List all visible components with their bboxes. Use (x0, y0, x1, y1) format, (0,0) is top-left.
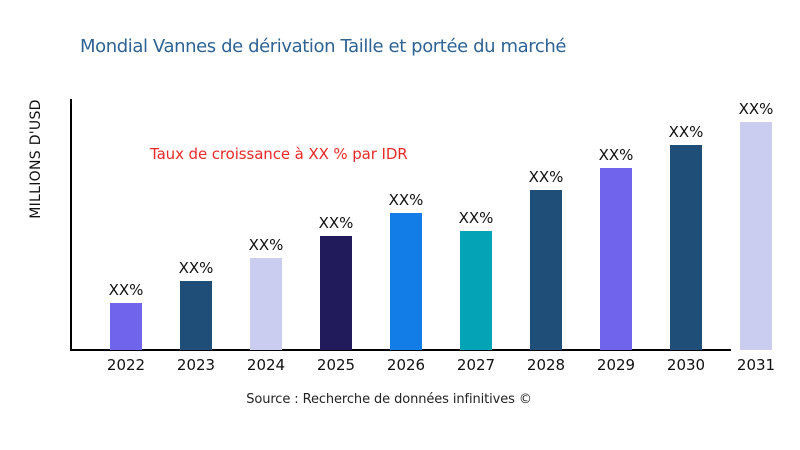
x-axis-tick-label: 2024 (246, 356, 286, 374)
x-axis-tick-label: 2028 (526, 356, 566, 374)
growth-rate-note: Taux de croissance à XX % par IDR (150, 145, 408, 163)
x-axis-tick-label: 2026 (386, 356, 426, 374)
x-axis-tick-label: 2031 (736, 356, 776, 374)
y-axis-title: MILLIONS D'USD (28, 99, 44, 219)
bar-2025 (320, 236, 352, 350)
bar-value-label: XX% (668, 123, 704, 141)
x-axis-tick-label: 2025 (316, 356, 356, 374)
x-axis-tick-label: 2027 (456, 356, 496, 374)
x-axis-line (70, 349, 731, 351)
bar-2024 (250, 258, 282, 350)
source-note: Source : Recherche de données infinitive… (246, 392, 532, 407)
bar-value-label: XX% (318, 214, 354, 232)
bar-value-label: XX% (598, 146, 634, 164)
bar-value-label: XX% (528, 168, 564, 186)
bar-2027 (460, 231, 492, 350)
bar-2028 (530, 190, 562, 350)
bar-value-label: XX% (458, 209, 494, 227)
x-axis-tick-label: 2029 (596, 356, 636, 374)
x-axis-tick-label: 2030 (666, 356, 706, 374)
bar-value-label: XX% (248, 236, 284, 254)
bar-value-label: XX% (108, 281, 144, 299)
bar-value-label: XX% (388, 191, 424, 209)
bar-2031 (740, 122, 772, 350)
chart-title: Mondial Vannes de dérivation Taille et p… (80, 36, 567, 57)
bar-value-label: XX% (738, 100, 774, 118)
bar-2023 (180, 281, 212, 350)
x-axis-tick-label: 2022 (106, 356, 146, 374)
bar-2026 (390, 213, 422, 350)
bar-2029 (600, 168, 632, 350)
bar-2022 (110, 303, 142, 350)
y-axis-line (70, 99, 72, 350)
bar-2030 (670, 145, 702, 350)
x-axis-tick-label: 2023 (176, 356, 216, 374)
bar-value-label: XX% (178, 259, 214, 277)
